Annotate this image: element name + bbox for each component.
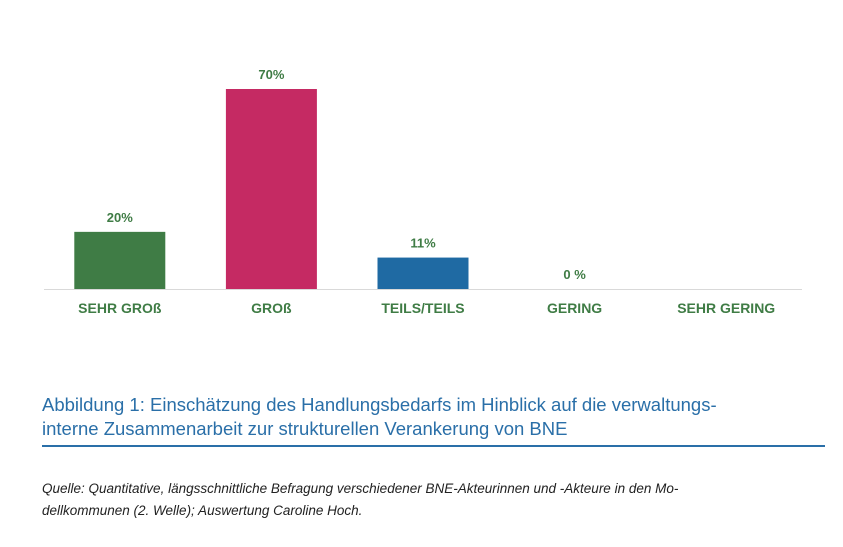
- value-label-1: 70%: [258, 67, 284, 82]
- source-note: Quelle: Quantitative, längsschnittliche …: [42, 478, 802, 522]
- caption-divider: [42, 445, 825, 447]
- category-label-2: TEILS/TEILS: [381, 300, 464, 316]
- bar-0: [74, 231, 166, 289]
- category-label-0: SEHR GROß: [78, 300, 162, 316]
- value-labels-group: 20% 70% 11% 0 %: [107, 67, 586, 282]
- category-label-1: GROß: [251, 300, 292, 316]
- value-label-2: 11%: [410, 236, 436, 251]
- figure-caption: Abbildung 1: Einschätzung des Handlungsb…: [42, 393, 832, 441]
- source-line-1: Quelle: Quantitative, längsschnittliche …: [42, 481, 679, 496]
- value-label-3: 0 %: [563, 267, 586, 282]
- bar-2: [377, 257, 469, 289]
- value-label-0: 20%: [107, 210, 133, 225]
- bars-group: [74, 89, 469, 289]
- caption-line-1: Abbildung 1: Einschätzung des Handlungsb…: [42, 394, 717, 415]
- category-labels-group: SEHR GROß GROß TEILS/TEILS GERING SEHR GERIN…: [78, 300, 775, 316]
- caption-line-2: interne Zusammenarbeit zur strukturellen…: [42, 418, 568, 439]
- source-line-2: dellkommunen (2. Welle); Auswertung Caro…: [42, 503, 363, 518]
- category-label-3: GERING: [547, 300, 602, 316]
- category-label-4: SEHR GERING: [677, 300, 775, 316]
- bar-1: [225, 89, 317, 289]
- bar-chart: 20% 70% 11% 0 % SEHR GROß GROß TEILS/TEILS GER…: [44, 67, 802, 316]
